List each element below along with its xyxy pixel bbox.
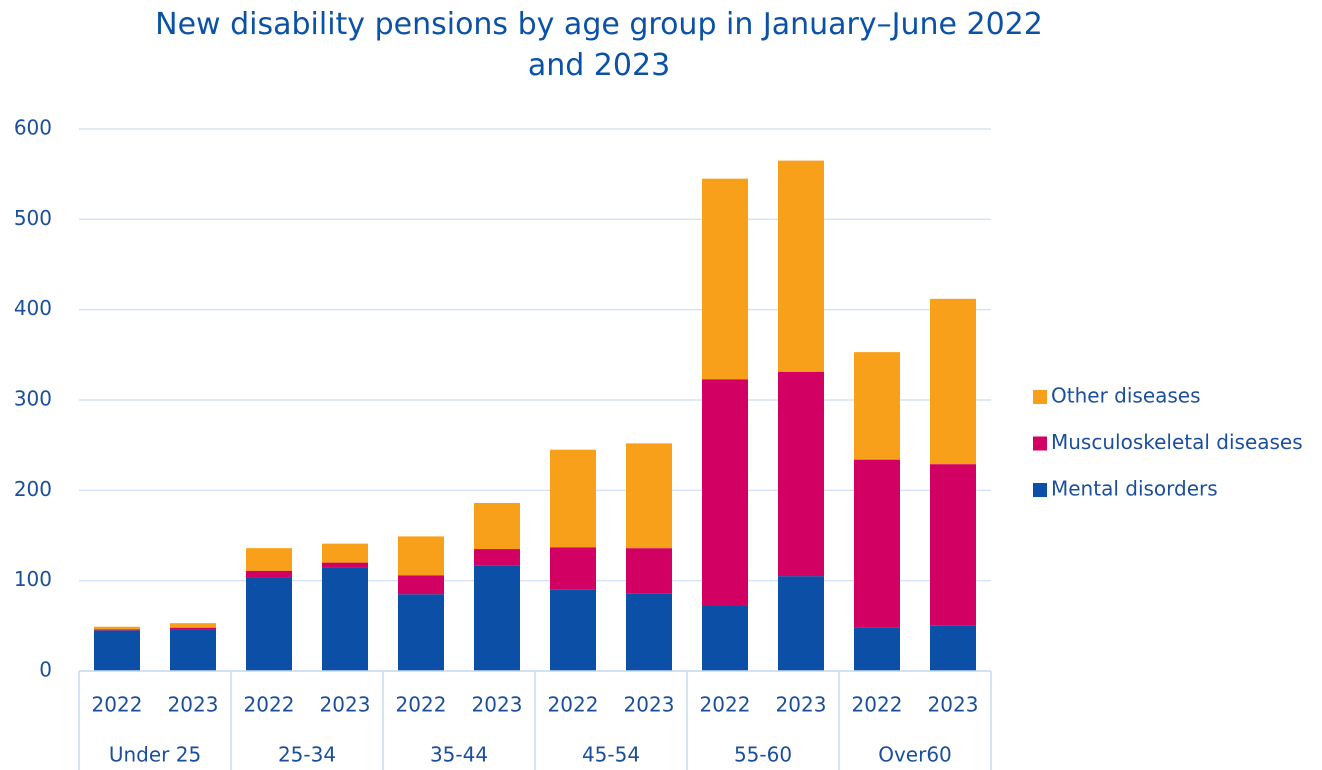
bar-segment <box>94 629 140 631</box>
y-tick-label: 600 <box>14 116 52 140</box>
y-tick-label: 0 <box>39 658 52 682</box>
x-tick-label: 2023 <box>320 693 371 717</box>
group-label: 55-60 <box>734 743 792 767</box>
legend-label: Musculoskeletal diseases <box>1051 430 1303 454</box>
y-tick-label: 300 <box>14 387 52 411</box>
bar-segment <box>474 549 520 566</box>
legend-swatch <box>1033 390 1047 404</box>
y-tick-label: 500 <box>14 206 52 230</box>
bar-segment <box>550 547 596 590</box>
group-label: Over60 <box>878 743 952 767</box>
bar-segment <box>398 594 444 671</box>
x-tick-label: 2022 <box>700 693 751 717</box>
legend-swatch <box>1033 483 1047 497</box>
x-tick-label: 2023 <box>168 693 219 717</box>
x-tick-label: 2022 <box>548 693 599 717</box>
bar-segment <box>398 575 444 595</box>
group-label: 25-34 <box>278 743 336 767</box>
bar-segment <box>702 379 748 606</box>
x-tick-label: 2023 <box>472 693 523 717</box>
x-tick-label: 2022 <box>396 693 447 717</box>
bar-segment <box>626 443 672 549</box>
legend-swatch <box>1033 436 1047 451</box>
x-tick-label: 2023 <box>624 693 675 717</box>
bar-segment <box>322 562 368 568</box>
x-tick-label: 2022 <box>852 693 903 717</box>
bar-segment <box>702 178 748 380</box>
bar-segment <box>474 565 520 671</box>
bar-segment <box>930 298 976 465</box>
bar-segment <box>778 576 824 671</box>
bar-segment <box>930 464 976 626</box>
y-tick-label: 400 <box>14 296 52 320</box>
bar-segment <box>854 352 900 460</box>
chart-title: New disability pensions by age group in … <box>155 7 1043 83</box>
bar-segment <box>854 459 900 628</box>
legend-label: Mental disorders <box>1051 477 1218 501</box>
x-tick-label: 2023 <box>776 693 827 717</box>
bar-segment <box>398 536 444 576</box>
y-tick-label: 200 <box>14 477 52 501</box>
bar-segment <box>778 371 824 577</box>
bar-segment <box>94 626 140 630</box>
x-tick-label: 2022 <box>244 693 295 717</box>
bar-segment <box>322 543 368 563</box>
bar-segment <box>246 577 292 671</box>
bar-segment <box>702 605 748 671</box>
bar-segment <box>170 629 216 671</box>
bar-segment <box>930 625 976 671</box>
bar-segment <box>246 548 292 571</box>
bar-segment <box>246 570 292 578</box>
bar-segment <box>550 589 596 671</box>
bar-segment <box>854 627 900 671</box>
bar-segment <box>626 548 672 594</box>
x-tick-label: 2023 <box>928 693 979 717</box>
bar-segment <box>778 160 824 372</box>
bar-segment <box>474 502 520 550</box>
group-label: 35-44 <box>430 743 488 767</box>
group-label: Under 25 <box>109 743 201 767</box>
bar-segment <box>94 630 140 671</box>
legend-label: Other diseases <box>1051 384 1201 408</box>
group-label: 45-54 <box>582 743 640 767</box>
bar-segment <box>550 449 596 548</box>
x-tick-label: 2022 <box>92 693 143 717</box>
y-tick-label: 100 <box>14 567 52 591</box>
bar-segment <box>170 623 216 628</box>
bar-segment <box>322 567 368 671</box>
bar-segment <box>170 627 216 630</box>
bar-segment <box>626 593 672 671</box>
